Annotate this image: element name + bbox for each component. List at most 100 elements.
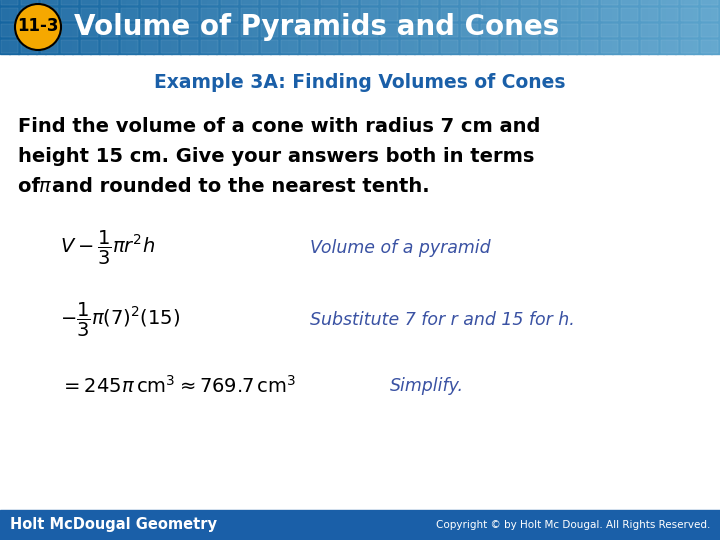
Bar (234, 0, 244, 54)
Bar (1, 40, 18, 53)
Bar (459, 0, 469, 54)
Bar (121, 24, 138, 37)
Text: height 15 cm. Give your answers both in terms: height 15 cm. Give your answers both in … (18, 146, 534, 165)
Bar (401, 0, 418, 5)
Bar (141, 24, 158, 37)
Bar (306, 0, 316, 54)
Bar (701, 0, 718, 5)
Text: Copyright © by Holt Mc Dougal. All Rights Reserved.: Copyright © by Holt Mc Dougal. All Right… (436, 520, 710, 530)
Text: $= 245\pi\,\mathrm{cm}^3 \approx 769.7\,\mathrm{cm}^3$: $= 245\pi\,\mathrm{cm}^3 \approx 769.7\,… (60, 375, 296, 397)
Bar (261, 40, 278, 53)
Bar (301, 40, 318, 53)
Bar (486, 0, 496, 54)
Bar (21, 8, 38, 21)
Bar (378, 0, 388, 54)
Bar (201, 8, 218, 21)
Bar (594, 0, 604, 54)
Bar (301, 24, 318, 37)
Bar (681, 8, 698, 21)
Bar (441, 0, 458, 5)
Bar (441, 24, 458, 37)
Bar (461, 40, 478, 53)
Text: $\pi$: $\pi$ (38, 177, 52, 195)
Bar (601, 40, 618, 53)
Text: $V - \dfrac{1}{3}\pi r^2 h$: $V - \dfrac{1}{3}\pi r^2 h$ (60, 229, 155, 267)
Bar (1, 0, 18, 5)
Bar (381, 24, 398, 37)
Bar (421, 8, 438, 21)
Bar (461, 8, 478, 21)
Bar (661, 40, 678, 53)
Bar (0, 510, 720, 540)
Bar (101, 40, 118, 53)
Bar (401, 40, 418, 53)
Bar (701, 8, 718, 21)
Bar (162, 0, 172, 54)
Bar (41, 0, 58, 5)
Bar (360, 0, 370, 54)
Bar (342, 0, 352, 54)
Text: 11-3: 11-3 (17, 17, 59, 35)
Bar (45, 0, 55, 54)
Bar (341, 0, 358, 5)
Bar (41, 8, 58, 21)
Bar (161, 0, 178, 5)
Bar (621, 0, 631, 54)
Bar (701, 40, 718, 53)
Bar (181, 8, 198, 21)
Bar (144, 0, 154, 54)
Bar (361, 8, 378, 21)
Bar (72, 0, 82, 54)
Bar (558, 0, 568, 54)
Bar (321, 0, 338, 5)
Bar (521, 8, 538, 21)
Bar (252, 0, 262, 54)
Bar (441, 40, 458, 53)
Text: Substitute 7 for r and 15 for h.: Substitute 7 for r and 15 for h. (310, 311, 575, 329)
Bar (648, 0, 658, 54)
Bar (612, 0, 622, 54)
Bar (561, 40, 578, 53)
Bar (101, 0, 118, 5)
Bar (315, 0, 325, 54)
Bar (521, 40, 538, 53)
Bar (521, 0, 538, 5)
Bar (81, 8, 98, 21)
Bar (21, 0, 38, 5)
Bar (661, 0, 678, 5)
Bar (541, 0, 558, 5)
Text: Example 3A: Finding Volumes of Cones: Example 3A: Finding Volumes of Cones (154, 72, 566, 91)
Bar (621, 24, 638, 37)
Bar (18, 0, 28, 54)
Bar (461, 24, 478, 37)
Bar (321, 24, 338, 37)
Bar (581, 24, 598, 37)
Bar (171, 0, 181, 54)
Bar (36, 0, 46, 54)
Bar (181, 40, 198, 53)
Bar (198, 0, 208, 54)
Bar (401, 24, 418, 37)
Bar (61, 8, 78, 21)
Bar (681, 0, 698, 5)
Bar (81, 40, 98, 53)
Bar (141, 0, 158, 5)
Bar (207, 0, 217, 54)
Bar (441, 0, 451, 54)
Bar (161, 8, 178, 21)
Bar (601, 0, 618, 5)
Bar (381, 8, 398, 21)
Bar (135, 0, 145, 54)
Bar (61, 40, 78, 53)
Bar (601, 24, 618, 37)
Text: and rounded to the nearest tenth.: and rounded to the nearest tenth. (52, 177, 430, 195)
Bar (681, 24, 698, 37)
Bar (270, 0, 280, 54)
Bar (181, 0, 198, 5)
Bar (297, 0, 307, 54)
Bar (581, 0, 598, 5)
Bar (281, 40, 298, 53)
Bar (387, 0, 397, 54)
Text: of: of (18, 177, 47, 195)
Bar (369, 0, 379, 54)
